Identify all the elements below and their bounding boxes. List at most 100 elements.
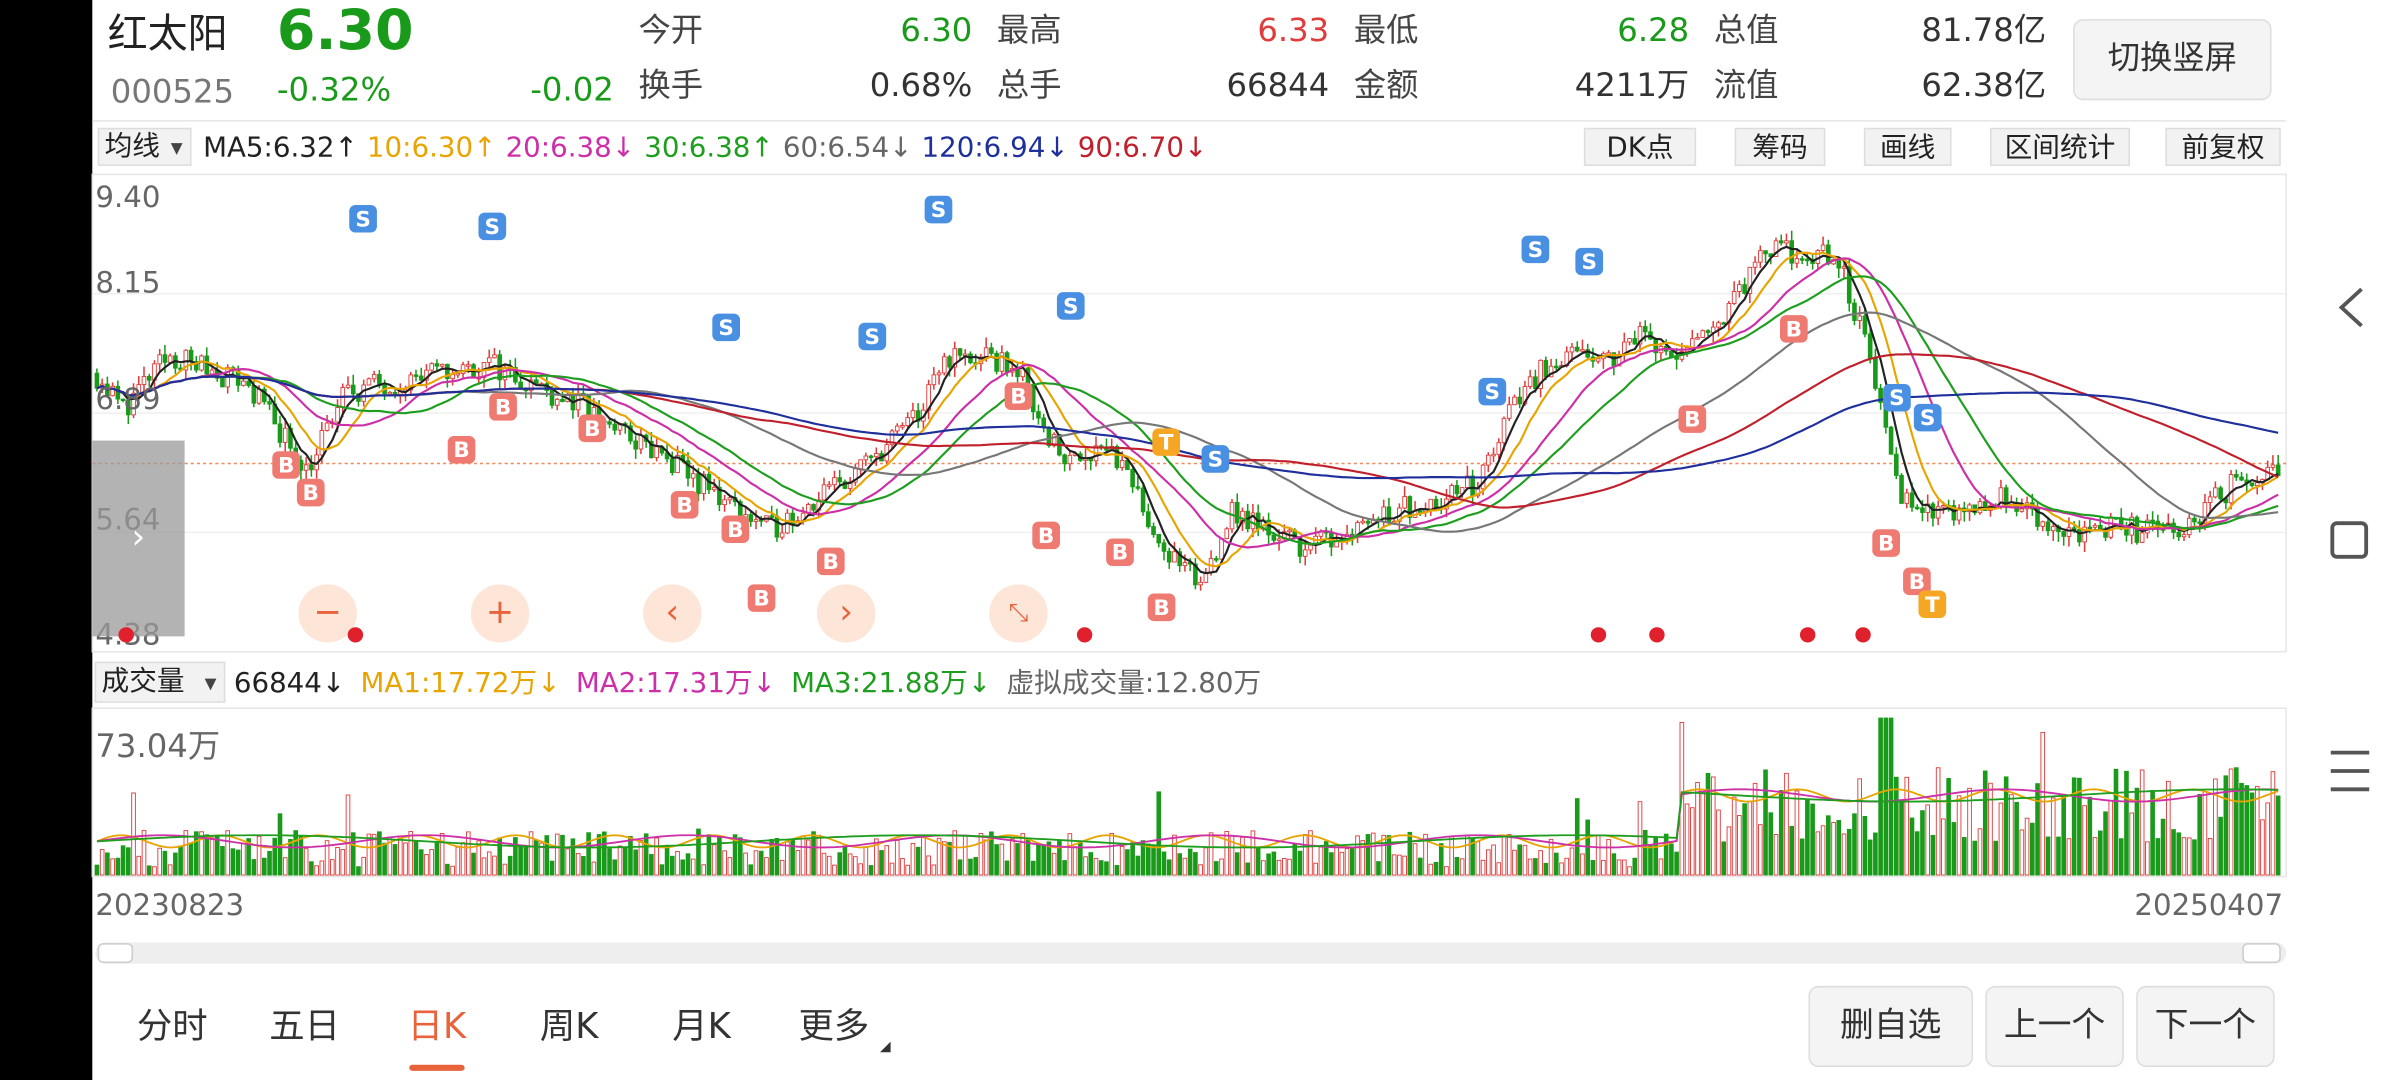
candle-body	[267, 401, 272, 405]
candle-body	[1119, 460, 1125, 468]
signal-marker	[1147, 593, 1176, 622]
menu-icon[interactable]	[2330, 750, 2370, 792]
volume-bar	[1956, 795, 1962, 876]
volume-bar	[1616, 859, 1622, 876]
volume-bar	[795, 850, 801, 876]
candle-body	[110, 385, 115, 397]
candle-body	[947, 356, 952, 368]
action-button[interactable]	[1808, 985, 1974, 1067]
scrollbar[interactable]	[95, 942, 2287, 964]
candle-body	[931, 374, 937, 386]
tool-button[interactable]	[1990, 127, 2130, 166]
volume-bar	[1491, 844, 1496, 876]
candle-body	[2082, 526, 2087, 543]
candle-body	[874, 453, 879, 458]
volume-bar	[204, 834, 210, 876]
candle-body	[612, 423, 618, 431]
scroll-right[interactable]	[816, 584, 876, 643]
volume-bar	[1318, 846, 1324, 876]
candle-body	[2050, 526, 2056, 532]
volume-bar	[1271, 851, 1277, 876]
candle-body	[1219, 538, 1224, 560]
candle-body	[1512, 396, 1517, 406]
volume-bar	[978, 832, 984, 876]
back-icon[interactable]	[2338, 287, 2363, 328]
tab[interactable]: 周K	[540, 1006, 599, 1047]
volume-bar	[167, 864, 173, 876]
volume-bar	[554, 833, 560, 876]
volume-selector[interactable]	[94, 661, 226, 703]
tab[interactable]: 分时	[137, 1006, 208, 1047]
volume-bar	[288, 838, 293, 876]
volume-bar	[659, 864, 665, 876]
candle-body	[894, 425, 900, 432]
volume-bar	[1998, 802, 2004, 876]
tool-button[interactable]	[1583, 127, 1697, 166]
candle-body	[1177, 551, 1182, 567]
price-label: 8.15	[95, 266, 160, 300]
volume-bar	[1831, 822, 1836, 876]
signal-label: B	[1878, 532, 1894, 557]
candle-body	[900, 425, 905, 428]
volume-bar	[894, 839, 900, 876]
volume-bar	[2035, 783, 2040, 876]
home-icon[interactable]	[2330, 521, 2369, 559]
side-handle[interactable]	[92, 440, 185, 637]
ma-selector[interactable]	[97, 127, 192, 166]
rotate-button[interactable]	[2073, 19, 2272, 101]
scroll-end[interactable]	[2242, 943, 2281, 963]
candle-body	[811, 504, 816, 511]
candle-body	[1805, 258, 1810, 262]
volume-bar	[1543, 862, 1549, 876]
tab[interactable]: 日K	[408, 1006, 467, 1047]
volume-bar	[884, 845, 890, 876]
tab[interactable]: 月K	[672, 1006, 731, 1047]
candle-body	[2234, 474, 2239, 478]
scroll-start[interactable]	[97, 943, 134, 963]
candle-body	[675, 455, 680, 474]
zoom-in[interactable]	[470, 584, 530, 643]
dropdown-arrow: ▼	[205, 674, 217, 692]
volume-bar	[241, 843, 246, 876]
zoom-out[interactable]	[298, 584, 357, 643]
quote-value: 62.38亿	[1921, 66, 2046, 104]
volume-bar	[947, 841, 952, 876]
tab[interactable]: 五日	[269, 1006, 340, 1047]
volume-bar	[1967, 787, 1972, 876]
volume-bar	[366, 833, 372, 876]
tool-button[interactable]	[2165, 127, 2281, 166]
candle-body	[952, 348, 958, 368]
volume-bar	[586, 832, 591, 876]
tool-button[interactable]	[1863, 127, 1952, 166]
reset-zoom[interactable]	[989, 584, 1048, 643]
signal-marker	[1780, 315, 1808, 343]
volume-bar	[1428, 863, 1434, 876]
volume-bar	[1418, 857, 1423, 876]
candle-body	[769, 515, 774, 518]
signal-marker	[272, 451, 300, 479]
volume-bar	[1198, 864, 1203, 876]
volume-bar	[1820, 825, 1826, 876]
candle-body	[1580, 349, 1585, 352]
candle-body	[1763, 250, 1768, 255]
volume-bar	[99, 849, 105, 876]
volume-bar	[1731, 796, 1737, 876]
action-button[interactable]	[1985, 985, 2124, 1067]
volume-bar	[711, 844, 717, 876]
signal-marker	[1056, 292, 1085, 320]
tool-button[interactable]	[1734, 127, 1826, 166]
volume-bar	[429, 848, 434, 876]
volume-bar	[194, 831, 199, 876]
volume-bar	[539, 842, 544, 876]
volume-bar	[173, 852, 178, 876]
volume-bar	[1878, 717, 1883, 876]
volume-bar	[941, 841, 947, 876]
volume-bar	[1036, 844, 1041, 876]
volume-bar	[345, 794, 351, 876]
volume-bar	[957, 859, 963, 876]
tab[interactable]: 更多	[798, 1006, 869, 1047]
action-button[interactable]	[2136, 985, 2275, 1067]
volume-bar	[434, 840, 440, 876]
scroll-left[interactable]	[643, 584, 702, 643]
volume-bar	[1627, 866, 1632, 876]
